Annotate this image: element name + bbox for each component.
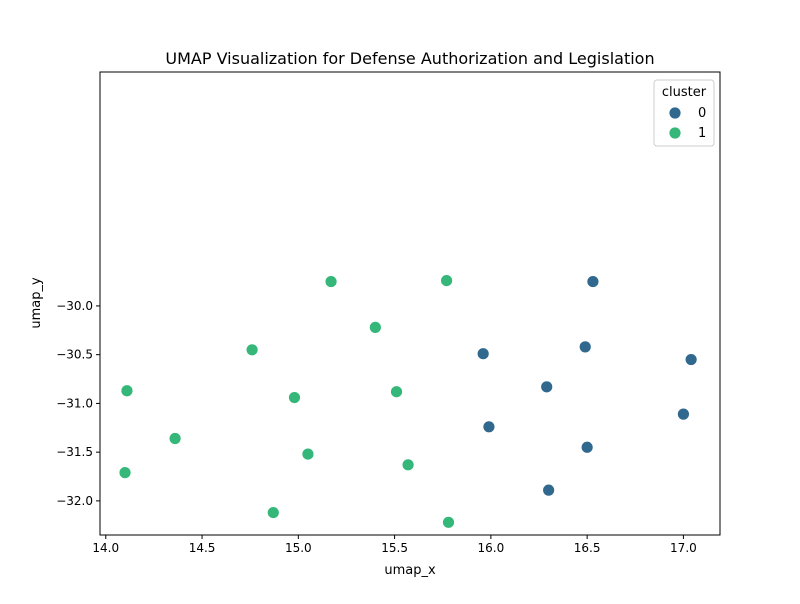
chart-title: UMAP Visualization for Defense Authoriza… [165,49,654,68]
x-axis: 14.0 14.5 15.0 15.5 16.0 16.5 17.0 [92,535,697,555]
data-point-cluster-0 [482,420,496,434]
x-axis-label: umap_x [384,563,436,578]
data-point-cluster-0 [476,347,490,361]
data-point-cluster-1 [118,466,132,480]
y-tick-label: −30.0 [56,299,93,313]
data-point-cluster-1 [168,432,182,445]
legend-marker-cluster-1 [668,126,682,140]
legend-label-cluster-1: 1 [698,126,706,141]
data-point-cluster-1 [288,391,301,404]
data-point-cluster-0 [542,483,556,497]
data-point-cluster-1 [401,458,415,472]
legend-title: cluster [662,85,707,100]
y-tick-label: −31.0 [56,396,93,410]
data-point-cluster-1 [301,447,315,461]
x-tick-label: 17.0 [670,541,697,555]
y-tick-label: −30.5 [56,348,93,362]
y-axis: −30.0 −30.5 −31.0 −31.5 −32.0 [56,299,100,508]
legend-box [653,79,715,147]
data-point-cluster-1 [390,385,403,399]
x-tick-label: 15.5 [381,541,408,555]
data-point-cluster-1 [440,274,453,287]
data-point-cluster-0 [677,407,690,421]
plot-area-frame [99,71,721,536]
data-point-cluster-1 [368,320,382,334]
data-point-cluster-1 [324,275,338,288]
x-tick-label: 14.0 [92,541,119,555]
data-point-cluster-0 [580,440,594,454]
data-point-cluster-0 [684,353,698,366]
data-point-cluster-1 [245,343,259,357]
data-point-cluster-0 [540,380,554,394]
data-point-cluster-0 [586,275,600,288]
x-tick-label: 14.5 [189,541,216,555]
legend-marker-cluster-0 [668,106,682,120]
y-tick-label: −31.5 [56,445,93,459]
x-tick-label: 16.0 [478,541,505,555]
data-point-cluster-1 [266,506,280,519]
data-point-cluster-1 [120,384,134,398]
data-point-cluster-0 [578,340,592,354]
legend: cluster 0 1 [653,79,715,147]
data-point-cluster-1 [442,515,455,529]
legend-label-cluster-0: 0 [698,106,706,121]
x-tick-label: 16.5 [574,541,601,555]
points-layer [118,274,698,529]
y-tick-label: −32.0 [56,494,93,508]
y-axis-label: umap_y [29,277,44,329]
x-tick-label: 15.0 [285,541,312,555]
